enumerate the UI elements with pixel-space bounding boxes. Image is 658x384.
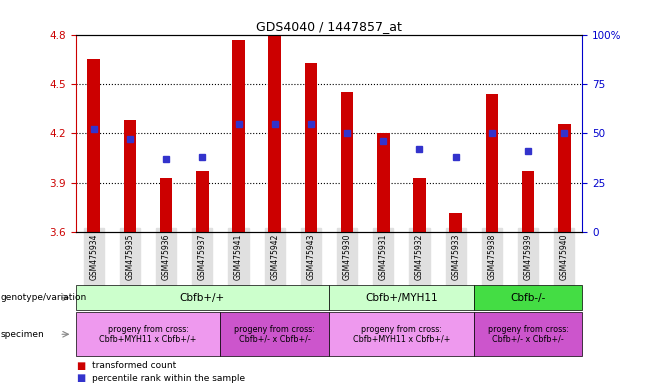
Text: Cbfb+/MYH11: Cbfb+/MYH11 [365,293,438,303]
Bar [88,59,100,232]
Title: GDS4040 / 1447857_at: GDS4040 / 1447857_at [256,20,402,33]
Text: genotype/variation: genotype/variation [1,293,87,302]
Bar [449,212,462,232]
Text: progeny from cross:
Cbfb+MYH11 x Cbfb+/+: progeny from cross: Cbfb+MYH11 x Cbfb+/+ [99,324,197,344]
Text: progeny from cross:
Cbfb+MYH11 x Cbfb+/+: progeny from cross: Cbfb+MYH11 x Cbfb+/+ [353,324,450,344]
Text: Cbfb-/-: Cbfb-/- [511,293,545,303]
Bar [558,124,570,232]
Bar [160,178,172,232]
Bar [196,171,209,232]
Bar [305,63,317,232]
Text: progeny from cross:
Cbfb+/- x Cbfb+/-: progeny from cross: Cbfb+/- x Cbfb+/- [488,324,569,344]
Text: progeny from cross:
Cbfb+/- x Cbfb+/-: progeny from cross: Cbfb+/- x Cbfb+/- [234,324,315,344]
Bar [268,35,281,232]
Text: Cbfb+/+: Cbfb+/+ [180,293,225,303]
Bar [486,94,498,232]
Bar [341,92,353,232]
Bar [522,171,534,232]
Text: transformed count: transformed count [92,361,176,370]
Text: percentile rank within the sample: percentile rank within the sample [92,374,245,383]
Bar [377,133,390,232]
Bar [413,178,426,232]
Bar [232,40,245,232]
Bar [124,120,136,232]
Text: specimen: specimen [1,330,44,339]
Text: ■: ■ [76,373,85,383]
Text: ■: ■ [76,361,85,371]
